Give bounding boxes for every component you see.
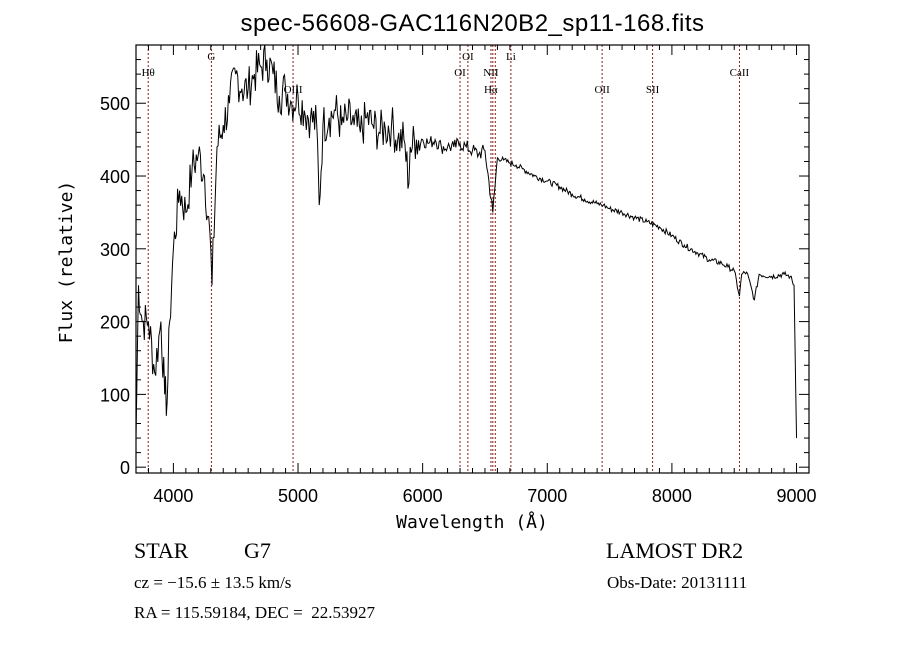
object-class: STAR [134,538,189,563]
x-tick-label: 7000 [527,486,567,506]
line-label-9: OII [594,84,610,96]
x-tick-label: 6000 [403,486,443,506]
redshift-text: cz = −15.6 ± 13.5 km/s [134,573,292,592]
y-axis-label: Flux (relative) [56,181,77,344]
line-label-2: OIII [284,84,303,96]
x-tick-label: 9000 [777,486,817,506]
obs-date-text: Obs-Date: 20131111 [607,573,748,592]
y-tick-label: 300 [100,240,130,260]
line-label-4: OI [462,51,474,63]
line-label-3: OI [454,67,466,79]
y-tick-label: 400 [100,167,130,187]
line-label-5: NII [483,67,499,79]
plot-frame [135,44,810,474]
line-label-10: SII [646,84,660,96]
coordinates-text: RA = 115.59184, DEC = 22.53927 [134,603,375,622]
spectrum-line [135,44,798,439]
object-subclass: G7 [244,538,271,563]
y-tick-label: 200 [100,313,130,333]
line-label-8: Li [506,51,516,63]
x-axis-label: Wavelength (Å) [396,511,548,533]
x-tick-label: 8000 [652,486,692,506]
x-tick-label: 5000 [278,486,318,506]
y-tick-label: 500 [100,94,130,114]
line-label-6: Hα [484,84,498,96]
line-label-1: G [207,51,215,63]
chart-title: spec-56608-GAC116N20B2_sp11-168.fits [240,10,705,37]
survey-label: LAMOST DR2 [606,538,744,563]
x-tick-label: 4000 [153,486,193,506]
line-label-0: Hθ [142,67,155,79]
y-tick-label: 0 [120,458,130,478]
y-tick-label: 100 [100,385,130,405]
line-label-11: CaII [730,67,750,79]
